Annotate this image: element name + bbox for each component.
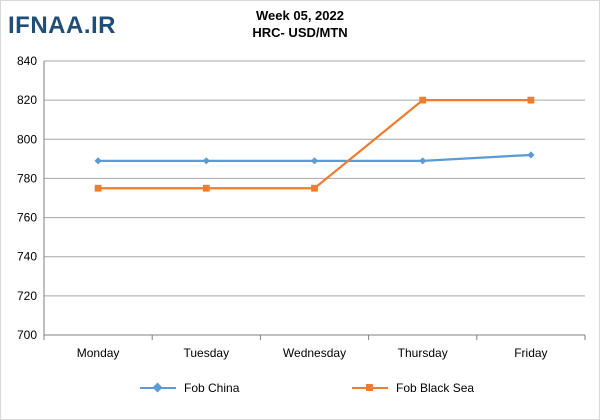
y-tick-label: 740 (17, 250, 37, 264)
data-point-fob-china (94, 157, 102, 165)
y-tick-label: 720 (17, 289, 37, 303)
y-tick-label: 700 (17, 328, 37, 342)
data-point-fob-black-sea (527, 96, 535, 104)
series-line-fob-black-sea (98, 99, 531, 190)
x-tick-label: Monday (77, 346, 120, 360)
data-point-fob-black-sea (202, 184, 210, 192)
y-tick-label: 800 (17, 132, 37, 146)
data-point-fob-black-sea (311, 184, 318, 192)
y-tick-label: 780 (17, 171, 37, 185)
watermark-logo: IFNAA.IR (8, 12, 116, 39)
data-point-fob-china (202, 157, 210, 165)
legend-swatch-fob-china (140, 381, 176, 395)
x-tick-label: Tuesday (184, 346, 230, 360)
data-point-fob-black-sea (94, 184, 102, 192)
data-point-fob-black-sea (419, 96, 427, 104)
chart-title: Week 05, 2022 (256, 8, 344, 23)
legend-label-fob-black-sea: Fob Black Sea (396, 381, 475, 395)
x-tick-label: Friday (514, 346, 547, 360)
x-tick-label: Wednesday (283, 346, 346, 360)
data-point-fob-china (419, 157, 427, 165)
y-tick-label: 760 (17, 211, 37, 225)
legend-swatch-fob-black-sea (352, 381, 388, 395)
data-point-fob-china (527, 151, 535, 159)
chart-legend: Fob China Fob Black Sea (0, 378, 600, 398)
chart-subtitle: HRC- USD/MTN (252, 25, 348, 40)
legend-item-fob-black-sea: Fob Black Sea (352, 378, 474, 398)
y-tick-label: 840 (17, 54, 37, 68)
data-point-fob-china (310, 157, 319, 165)
y-tick-label: 820 (17, 93, 37, 107)
chart-title-block: Week 05, 2022 HRC- USD/MTN (0, 7, 600, 41)
x-tick-label: Thursday (398, 346, 448, 360)
legend-item-fob-china: Fob China (140, 378, 239, 398)
legend-label-fob-china: Fob China (184, 381, 240, 395)
